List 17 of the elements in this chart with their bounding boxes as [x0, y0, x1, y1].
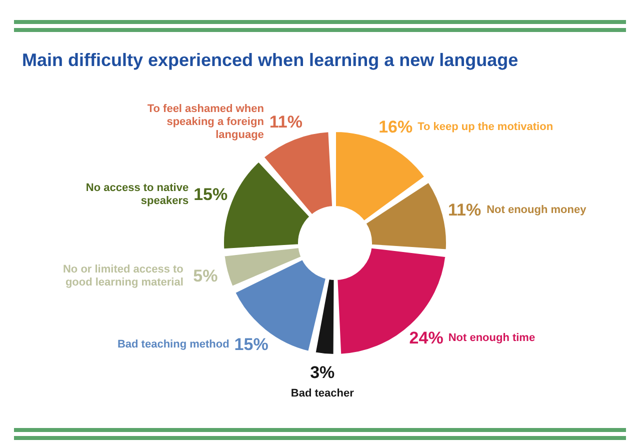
slice-label: No access to native speakers	[86, 182, 189, 208]
chart-title: Main difficulty experienced when learning a new language	[22, 50, 520, 71]
slice-label: No or limited access to good learning material	[62, 264, 184, 289]
slice-label: To feel ashamed when speaking a foreign language	[147, 103, 264, 142]
slice-label: Bad teaching method	[117, 338, 230, 351]
slice-label: Not enough money	[486, 204, 588, 216]
data-label: 5%	[193, 266, 218, 286]
data-label: 15%	[194, 185, 228, 204]
slice-label: Not enough time	[448, 332, 536, 344]
data-label: 11%	[269, 112, 302, 132]
data-label: 16%	[378, 118, 413, 137]
slice-label: To keep up the motivation	[418, 121, 554, 134]
data-label: 24%	[409, 328, 444, 348]
slice-label: Bad teacher	[290, 387, 355, 400]
data-label: 15%	[234, 335, 268, 354]
data-label: 3%	[310, 362, 335, 382]
data-label: 11%	[448, 200, 482, 220]
